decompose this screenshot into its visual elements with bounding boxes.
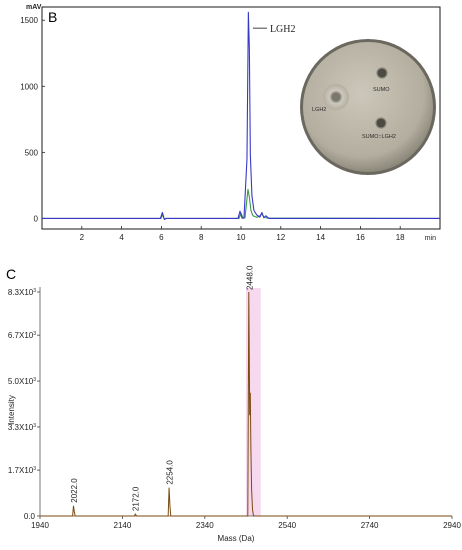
spectrum-y-ticks: 0.0 1.7X103 3.3X103 5.0X103 6.7X103 8.3X103 (8, 288, 40, 521)
chromatogram-y-ticks: 0 500 1000 1500 (20, 16, 45, 223)
spectrum-y-tick-label: 6.7X103 (8, 331, 36, 340)
peak-label: 2022.0 (70, 478, 79, 503)
well-sumo (376, 67, 388, 79)
chromatogram-x-tick-label: 6 (159, 233, 164, 242)
chromatogram-x-tick-label: 8 (199, 233, 204, 242)
spectrum-x-label: Mass (Da) (218, 534, 255, 543)
label-sumo: SUMO (373, 87, 390, 93)
agar-plate-inset: LGH2 SUMO SUMO::LGH2 (300, 39, 436, 175)
spectrum-x-tick-label: 1940 (31, 521, 49, 530)
peak-label: 2254.0 (165, 460, 174, 485)
chromatogram-y-tick-label: 500 (25, 148, 39, 157)
spectrum-x-tick-label: 2740 (361, 521, 379, 530)
spectrum-x-ticks: 1940 2140 2340 2540 2740 2940 (31, 516, 461, 530)
chromatogram-y-unit: mAV (26, 4, 42, 11)
spectrum-y-tick-label: 0.0 (24, 512, 36, 521)
plate-agar (303, 42, 433, 172)
chromatogram-x-tick-label: 18 (396, 233, 405, 242)
peak-highlight (246, 288, 261, 516)
peak-label: 2448.0 (245, 265, 254, 290)
spectrum-y-tick-label: 1.7X103 (8, 466, 36, 475)
panel-c-label: C (6, 266, 16, 282)
peak-labels: 2022.0 2172.0 2254.0 2448.0 (70, 265, 255, 511)
chromatogram-y-tick-label: 0 (34, 214, 39, 223)
spectrum-y-tick-label: 3.3X103 (8, 423, 36, 432)
mass-spectrum-panel: C 0.0 1.7X103 3.3X103 5.0X103 6.7X103 8.3X103… (6, 265, 461, 543)
chromatogram-x-tick-label: 2 (80, 233, 85, 242)
chromatogram-y-tick-label: 1000 (20, 82, 38, 91)
well-lgh2 (330, 91, 342, 103)
spectrum-trace (40, 291, 452, 517)
spectrum-x-tick-label: 2940 (443, 521, 461, 530)
peak-label: 2172.0 (132, 486, 141, 511)
spectrum-y-label: Intensity (7, 395, 16, 425)
label-lgh2: LGH2 (312, 107, 326, 113)
chromatogram-y-tick-label: 1500 (20, 16, 38, 25)
spectrum-x-tick-label: 2140 (114, 521, 132, 530)
chromatogram-series-line (42, 11, 440, 221)
well-sumo-lgh2 (375, 117, 387, 129)
chromatogram-traces (42, 11, 441, 221)
peak-highlight-bands (246, 288, 261, 516)
chromatogram-x-tick-label: 4 (119, 233, 124, 242)
chromatogram-x-ticks: 2 4 6 8 10 12 14 16 18 (80, 226, 405, 242)
spectrum-x-tick-label: 2540 (278, 521, 296, 530)
chromatogram-x-tick-label: 16 (356, 233, 365, 242)
spectrum-line (40, 291, 452, 517)
label-sumo-lgh2: SUMO::LGH2 (362, 134, 396, 140)
chromatogram-x-tick-label: 12 (276, 233, 285, 242)
chromatogram-panel: B mAV min 2 4 6 8 10 12 14 16 18 0 500 1000 1500 LG… (20, 4, 441, 242)
spectrum-y-tick-label: 8.3X103 (8, 288, 36, 297)
lgh2-annotation: LGH2 (270, 24, 296, 35)
panel-b-label: B (48, 9, 57, 25)
spectrum-y-tick-label: 5.0X103 (8, 377, 36, 386)
chromatogram-x-unit: min (425, 235, 436, 242)
spectrum-x-tick-label: 2340 (196, 521, 214, 530)
chromatogram-x-tick-label: 10 (237, 233, 246, 242)
chromatogram-x-tick-label: 14 (316, 233, 325, 242)
